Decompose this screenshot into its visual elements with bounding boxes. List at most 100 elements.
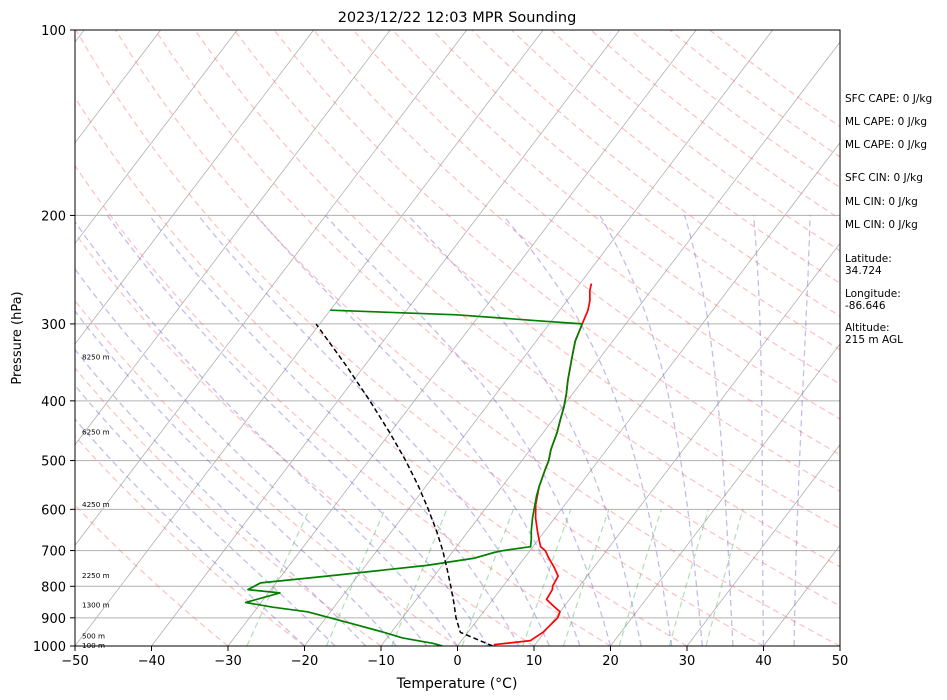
mixing-ratio-line [522, 509, 572, 646]
height-label: 6250 m [82, 427, 110, 436]
moist-adiabat-line [75, 348, 367, 646]
height-label: 500 m [82, 631, 105, 640]
mixing-ratio-line [391, 509, 448, 646]
y-tick-label: 200 [41, 209, 66, 224]
x-tick-label: 40 [755, 654, 772, 669]
y-axis-label: Pressure (hPa) [10, 291, 25, 384]
isotherm-line [457, 142, 840, 646]
dry-adiabat-line [471, 30, 840, 317]
sounding-stat: ML CIN: 0 J/kg [845, 219, 918, 231]
isotherm-line [75, 30, 161, 144]
moist-adiabat-line [197, 214, 550, 646]
isotherm-line [304, 30, 773, 646]
moist-adiabat-line [793, 215, 811, 646]
dry-adiabat-line [194, 30, 840, 568]
dry-adiabat-line [75, 232, 535, 646]
plot-frame [74, 29, 841, 647]
y-tick-label: 100 [41, 24, 66, 39]
isotherm-line [533, 242, 840, 646]
moist-adiabat-line [255, 214, 581, 646]
x-tick-label: −20 [291, 654, 318, 669]
dry-adiabat-line [75, 504, 229, 646]
sounding-stat: Altitude: 215 m AGL [845, 322, 903, 346]
mixing-ratio-line [246, 509, 311, 646]
sounding-stat: SFC CAPE: 0 J/kg [845, 93, 933, 105]
dry-adiabat-line [115, 30, 840, 646]
isotherm-line [227, 30, 697, 646]
dry-adiabat-line [511, 30, 840, 284]
y-tick-label: 900 [41, 612, 66, 627]
y-tick-label: 600 [41, 503, 66, 518]
moist-adiabat-line [75, 310, 397, 646]
mixing-ratio-line [618, 509, 662, 646]
moist-adiabat-line [75, 267, 428, 646]
height-label: 2250 m [82, 571, 110, 580]
y-tick-label: 300 [41, 318, 66, 333]
dry-adiabat-line [352, 30, 840, 420]
moist-adiabat-line [106, 215, 489, 646]
height-label: 8250 m [82, 352, 110, 361]
dry-adiabat-line [313, 30, 840, 456]
isotherm-line [75, 30, 314, 345]
moist-adiabat-line [752, 215, 765, 646]
height-label: 1300 m [82, 601, 110, 610]
x-tick-label: −40 [138, 654, 165, 669]
sounding-stat: ML CAPE: 0 J/kg [845, 139, 928, 151]
moist-adiabat-line [502, 214, 673, 646]
x-tick-label: 0 [453, 654, 461, 669]
moist-adiabat-line [148, 215, 520, 646]
isotherm-line [75, 30, 467, 547]
x-tick-label: −10 [367, 654, 394, 669]
parcel-profile [315, 323, 493, 646]
x-tick-label: −30 [214, 654, 241, 669]
x-tick-label: −50 [61, 654, 88, 669]
dry-adiabat-line [75, 30, 764, 646]
x-tick-label: 10 [526, 654, 543, 669]
x-tick-label: 30 [679, 654, 696, 669]
y-tick-label: 1000 [33, 640, 66, 655]
sounding-stat: ML CAPE: 0 J/kg [845, 116, 928, 128]
y-tick-label: 700 [41, 545, 66, 560]
isotherm-line [0, 30, 8, 646]
moist-adiabat-line [324, 214, 612, 646]
isotherm-line [75, 30, 544, 646]
moist-adiabat-line [75, 384, 336, 646]
mixing-ratio-line [461, 509, 515, 646]
height-label: 100 m [82, 641, 105, 650]
y-tick-label: 400 [41, 395, 66, 410]
y-tick-label: 500 [41, 455, 66, 470]
sounding-stat: Latitude: 34.724 [845, 253, 892, 277]
sounding-stat: Longitude: -86.646 [845, 288, 901, 312]
mixing-ratio-line [705, 509, 744, 646]
moist-adiabat-line [407, 214, 642, 646]
mixing-ratio-line [562, 509, 610, 646]
isotherm-line [75, 30, 391, 446]
moist-adiabat-line [75, 220, 459, 646]
chart-title: 2023/12/22 12:03 MPR Sounding [338, 10, 577, 26]
dry-adiabat-line [75, 299, 458, 646]
height-label: 4250 m [82, 500, 110, 509]
isotherm-line [380, 41, 840, 646]
dry-adiabat-line [233, 30, 840, 530]
dry-adiabat-line [273, 30, 840, 492]
isotherm-line [686, 444, 840, 646]
dry-adiabat-line [75, 164, 611, 646]
dry-adiabat-line [154, 30, 840, 607]
x-tick-label: 50 [832, 654, 849, 669]
y-tick-label: 800 [41, 580, 66, 595]
mixing-ratio-line [668, 509, 710, 646]
isotherm-line [75, 30, 238, 245]
dewpoint-profile [244, 309, 584, 646]
moist-adiabat-line [599, 215, 703, 646]
dry-adiabat-line [75, 367, 382, 646]
dry-adiabat-line [75, 96, 688, 646]
isotherm-line [151, 30, 620, 646]
isotherm-line [610, 343, 840, 646]
moist-adiabat-line [683, 215, 734, 646]
sounding-stat: SFC CIN: 0 J/kg [845, 172, 923, 184]
x-tick-label: 20 [602, 654, 619, 669]
x-axis-label: Temperature (°C) [396, 676, 518, 692]
mixing-ratio-line [325, 509, 386, 646]
sounding-stat: ML CIN: 0 J/kg [845, 196, 918, 208]
